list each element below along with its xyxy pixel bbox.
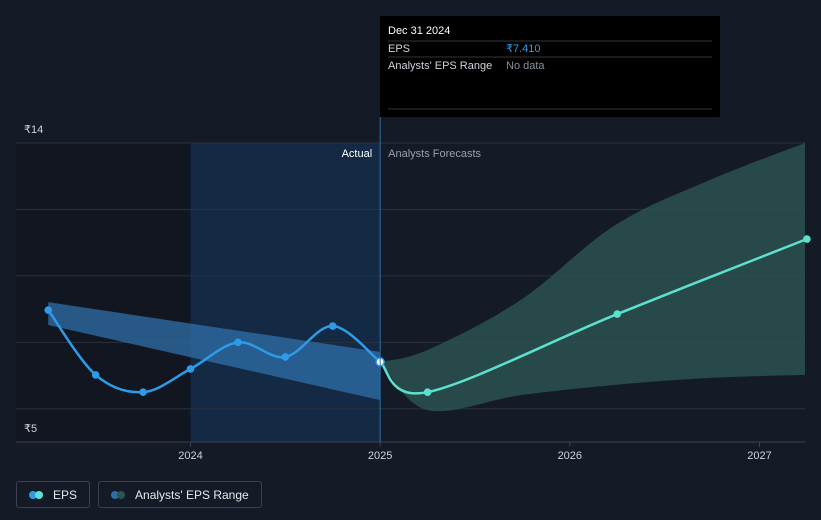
marks [44, 117, 811, 442]
eps-point [613, 310, 622, 318]
y-tick-label: ₹5 [24, 423, 37, 435]
eps-point [423, 388, 432, 396]
tooltip-label: Analysts' EPS Range [388, 60, 492, 72]
labels: ₹14 ₹5 2024 2025 2026 2027 Actual Analysts Fore… [24, 124, 772, 462]
legend: EPS Analysts' EPS Range [16, 481, 262, 508]
legend-swatch [111, 490, 129, 499]
eps-line [379, 237, 808, 395]
x-tick-label: 2024 [178, 450, 202, 462]
plot-background [16, 143, 381, 442]
range-band [380, 143, 805, 412]
annotation: Actual [342, 148, 373, 160]
eps-point [803, 235, 811, 243]
tooltip-value: No data [506, 60, 545, 72]
eps-point [234, 338, 242, 347]
tooltip-label: EPS [388, 43, 410, 55]
eps-point [328, 322, 337, 330]
tooltip-date: Dec 31 2024 [388, 25, 450, 37]
past-region [16, 143, 191, 442]
range-band [48, 302, 381, 401]
highlight-region [190, 143, 381, 442]
legend-label: EPS [53, 487, 78, 502]
tooltip-box [380, 16, 720, 117]
eps-point [186, 365, 195, 373]
chart: ₹14 ₹5 2024 2025 2026 2027 Actual Analysts Fore… [16, 16, 811, 462]
x-tick-label: 2025 [368, 450, 392, 462]
y-tick-label: ₹14 [24, 124, 43, 136]
legend-label: Analysts' EPS Range [135, 487, 249, 502]
legend-eps[interactable]: EPS [16, 481, 91, 508]
tooltip-value: ₹7.410 [506, 43, 541, 55]
legend-range[interactable]: Analysts' EPS Range [98, 481, 262, 508]
eps-point [44, 306, 53, 314]
x-tick-label: 2026 [558, 450, 582, 462]
annotation: Analysts Forecasts [388, 148, 481, 160]
x-tick-label: 2027 [747, 450, 771, 462]
eps-point [281, 353, 290, 361]
tooltip: Dec 31 2024 EPS ₹7.410 Analysts' EPS Ran… [380, 16, 720, 117]
eps-point [139, 388, 147, 396]
eps-point [91, 371, 100, 379]
legend-swatch [29, 490, 47, 499]
